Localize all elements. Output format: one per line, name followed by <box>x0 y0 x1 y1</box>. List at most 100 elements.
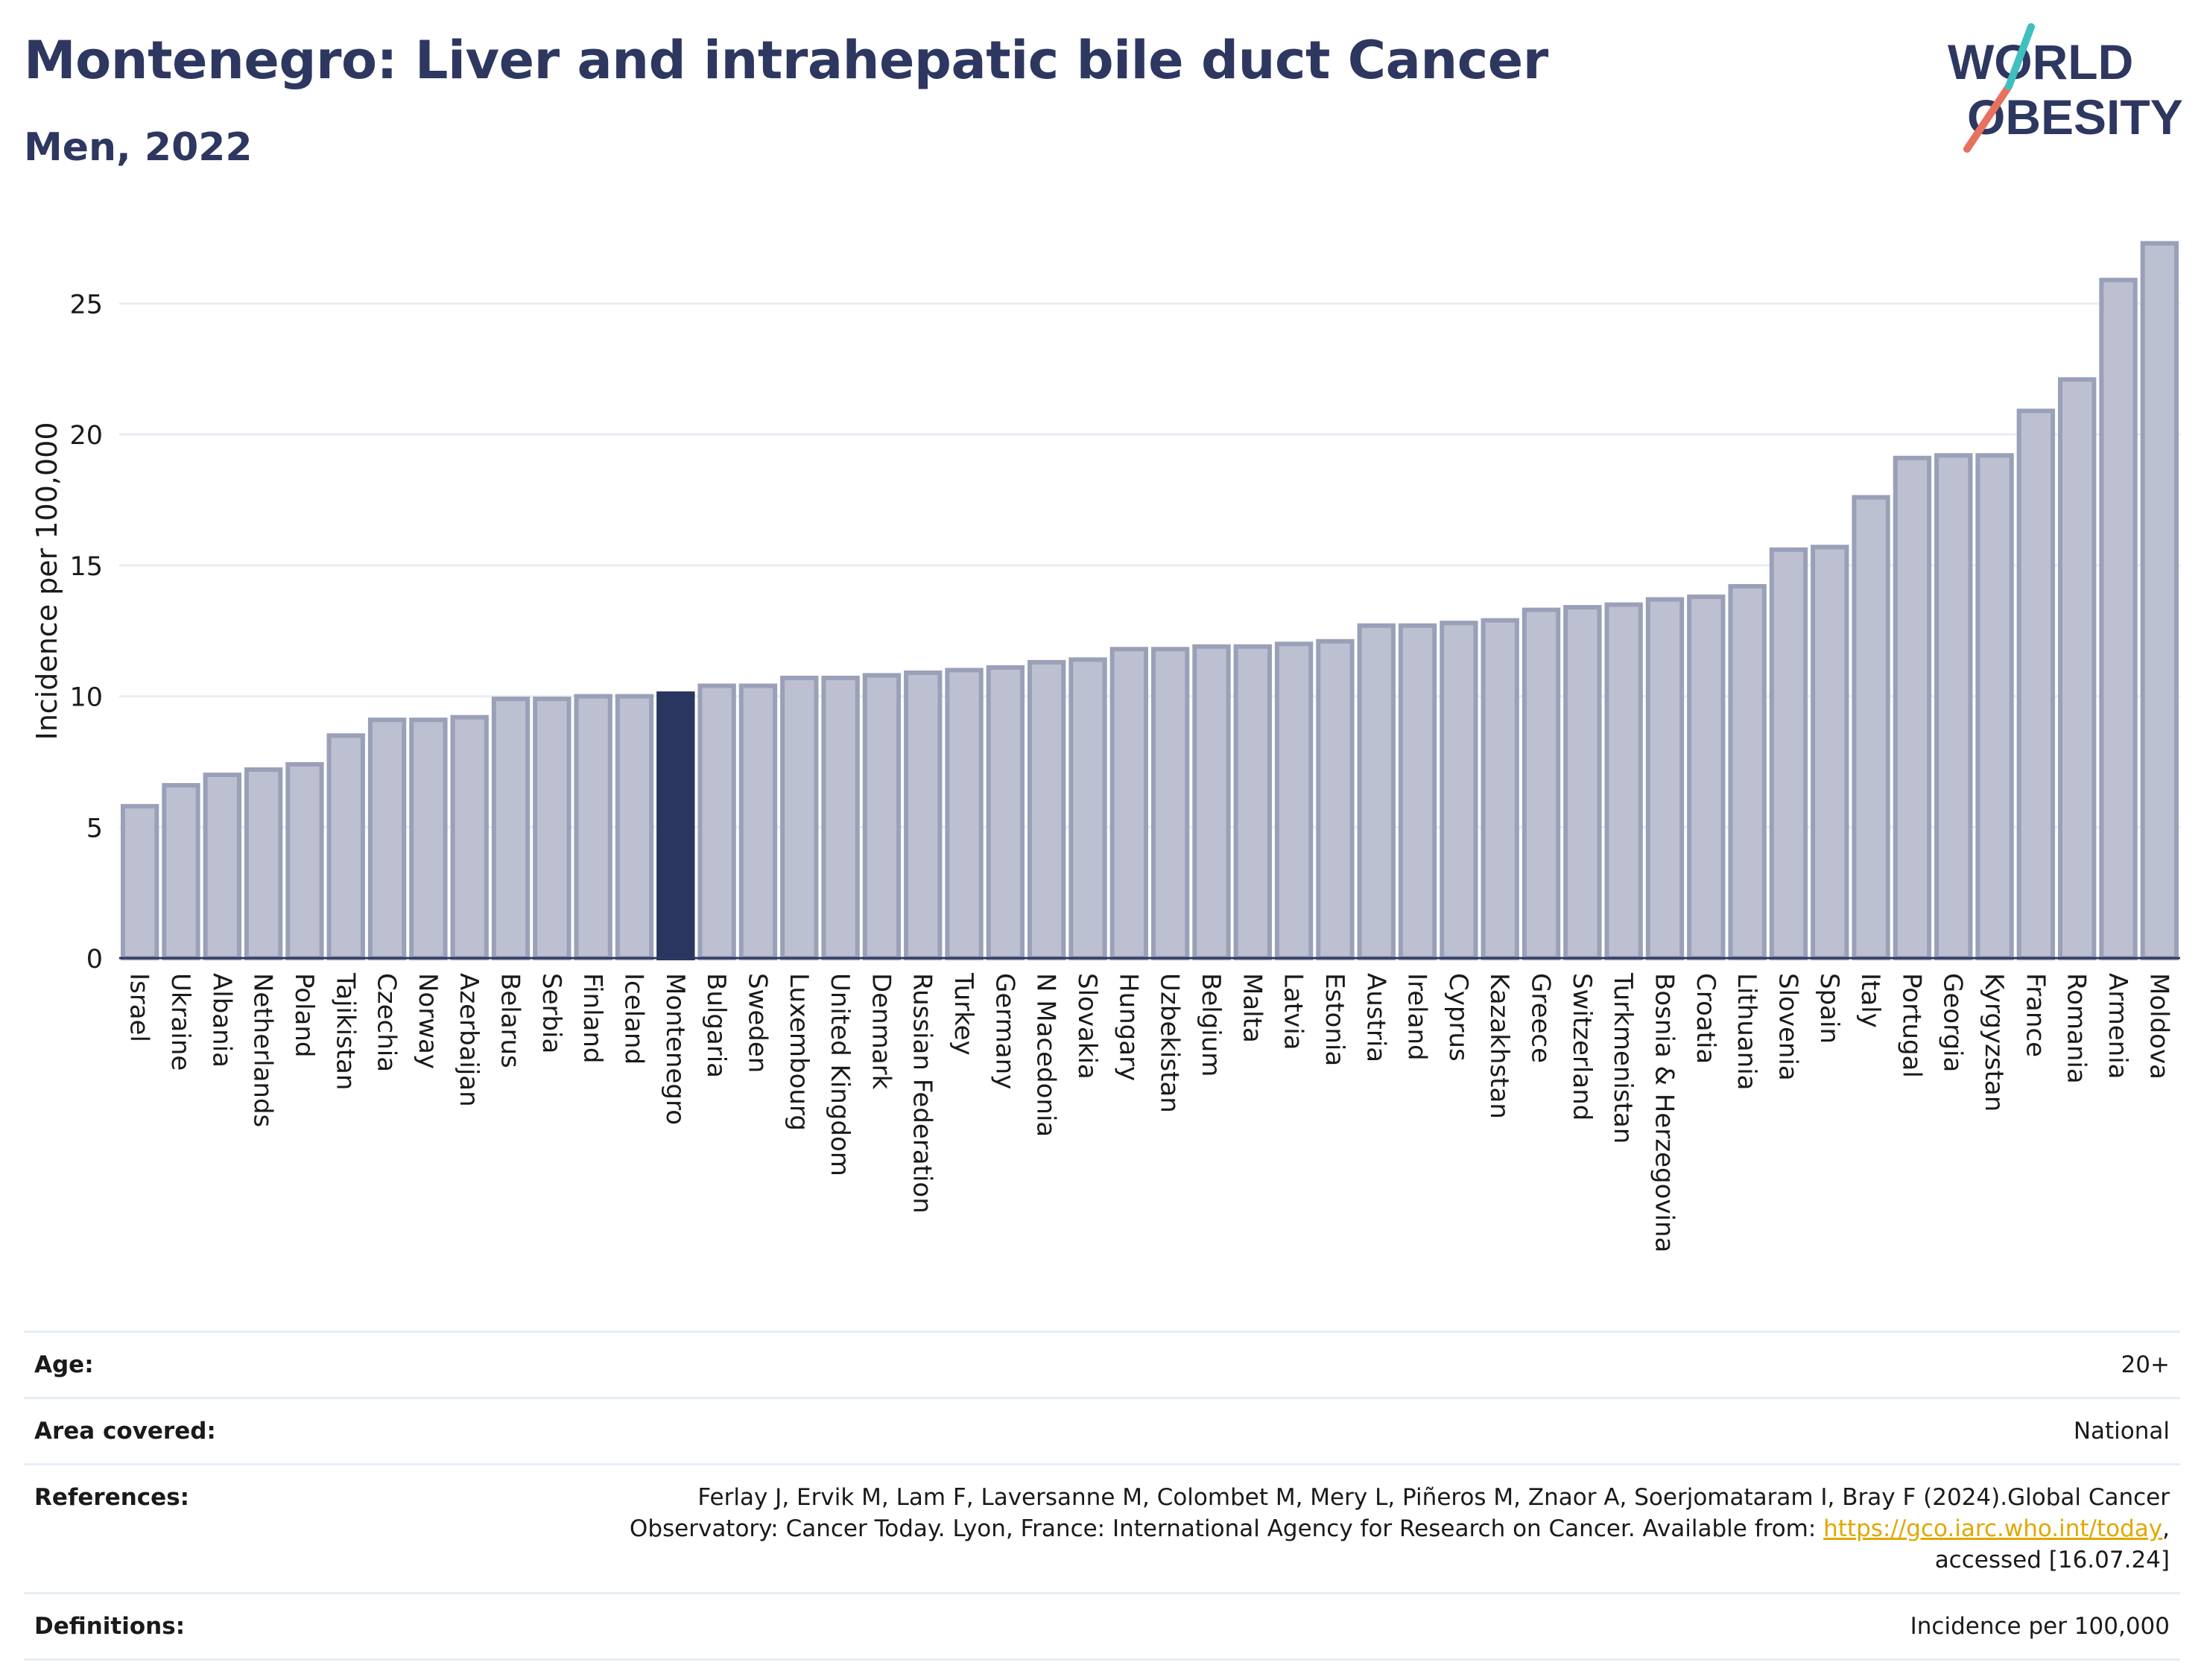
bar-netherlands <box>244 767 283 960</box>
bar-estonia <box>1316 638 1355 960</box>
bar-slovakia <box>1068 657 1107 960</box>
x-tick-label: Armenia <box>2103 973 2132 1080</box>
bar-denmark <box>862 673 902 960</box>
bar-switzerland <box>1563 605 1602 960</box>
x-tick-label: Uzbekistan <box>1155 973 1185 1113</box>
x-tick-label: Luxembourg <box>784 973 814 1131</box>
x-tick-label: Ireland <box>1402 973 1432 1061</box>
meta-row-definitions: Definitions: Incidence per 100,000 <box>24 1592 2180 1661</box>
bar-belgium <box>1192 644 1231 960</box>
x-tick-label: Albania <box>206 973 236 1068</box>
x-tick-label: Switzerland <box>1567 973 1597 1120</box>
x-tick-label: Russian Federation <box>908 973 937 1214</box>
x-tick-label: Hungary <box>1113 973 1143 1081</box>
definitions-label: Definitions: <box>34 1613 186 1640</box>
x-tick-label: Croatia <box>1691 973 1720 1064</box>
x-tick-label: Romania <box>2062 973 2091 1084</box>
x-tick-label: Serbia <box>536 973 566 1053</box>
bar-uzbekistan <box>1150 647 1190 960</box>
x-tick-label: Cyprus <box>1443 973 1473 1062</box>
x-tick-label: Belgium <box>1196 973 1226 1077</box>
x-tick-label: Kyrgyzstan <box>1979 973 2009 1112</box>
x-tick-label: Denmark <box>866 973 896 1090</box>
x-tick-label: Kazakhstan <box>1484 973 1514 1119</box>
x-tick-label: Montenegro <box>660 973 690 1125</box>
bar-austria <box>1357 623 1396 961</box>
y-tick-label: 10 <box>69 683 103 713</box>
bar-finland <box>574 694 612 960</box>
bar-spain <box>1811 545 1849 960</box>
bar-italy <box>1852 495 1890 960</box>
bar-luxembourg <box>780 675 819 960</box>
y-axis-label: Incidence per 100,000 <box>31 422 63 740</box>
x-tick-label: Spain <box>1814 973 1844 1044</box>
bar-bosnia-herzegovina <box>1645 597 1685 960</box>
x-tick-label: N Macedonia <box>1031 973 1061 1137</box>
references-text-4: accessed [16.07.24] <box>1934 1547 2170 1573</box>
bar-hungary <box>1109 647 1149 960</box>
references-label: References: <box>34 1484 190 1511</box>
references-text-1: Ferlay J, Ervik M, Lam F, Laversanne M, … <box>697 1484 2170 1511</box>
bar-sweden <box>738 683 778 960</box>
bar-albania <box>203 773 241 960</box>
world-obesity-logo: WORLD OBESITY <box>1948 23 2183 153</box>
meta-row-references: References: Ferlay J, Ervik M, Lam F, La… <box>24 1463 2180 1592</box>
x-tick-label: Czechia <box>372 973 402 1072</box>
x-tick-label: Ukraine <box>165 973 195 1071</box>
references-text-2: Observatory: Cancer Today. Lyon, France:… <box>629 1515 1824 1542</box>
x-tick-label: Austria <box>1361 973 1390 1062</box>
references-text-3: , <box>2162 1515 2170 1542</box>
bar-georgia <box>1934 453 1973 960</box>
x-tick-label: Slovenia <box>1773 973 1802 1081</box>
bar-cyprus <box>1440 621 1478 961</box>
y-tick-label: 0 <box>86 945 103 974</box>
x-tick-label: Finland <box>577 973 607 1064</box>
bar-russian-federation <box>904 670 943 960</box>
y-tick-label: 20 <box>69 421 103 451</box>
bar-norway <box>409 717 448 960</box>
bar-united-kingdom <box>821 675 860 960</box>
bar-greece <box>1521 607 1561 960</box>
y-tick-label: 15 <box>69 552 103 582</box>
bar-azerbaijan <box>450 714 489 961</box>
bar-moldova <box>2140 241 2179 961</box>
area-label: Area covered: <box>34 1418 216 1445</box>
x-tick-label: Tajikistan <box>330 972 360 1090</box>
metadata-table: Age: 20+ Area covered: National Referenc… <box>24 1331 2180 1661</box>
x-tick-label: Azerbaijan <box>454 973 484 1107</box>
x-tick-label: Netherlands <box>248 973 278 1127</box>
x-tick-label: Italy <box>1855 973 1885 1028</box>
x-tick-label: Moldova <box>2144 973 2173 1080</box>
y-tick-labels: 0 5 10 15 20 25 <box>69 290 103 974</box>
x-tick-label: Poland <box>289 973 319 1058</box>
x-tick-label: Portugal <box>1896 973 1926 1078</box>
chart-subtitle: Men, 2022 <box>24 125 253 170</box>
x-tick-label: Sweden <box>742 973 772 1073</box>
bars <box>120 241 2179 961</box>
bar-slovenia <box>1769 547 1808 960</box>
x-tick-label: Bulgaria <box>701 973 731 1078</box>
references-link[interactable]: https://gco.iarc.who.int/today <box>1823 1515 2163 1542</box>
bar-belarus <box>491 697 531 960</box>
bar-israel <box>120 804 159 960</box>
bar-germany <box>986 665 1025 961</box>
definitions-value: Incidence per 100,000 <box>1910 1613 2170 1640</box>
bar-latvia <box>1274 641 1314 960</box>
bar-france <box>2016 408 2056 960</box>
bar-lithuania <box>1728 583 1767 960</box>
chart-title: Montenegro: Liver and intrahepatic bile … <box>24 30 1548 91</box>
x-tick-labels: Israel Ukraine Albania Netherlands Poland Taj… <box>124 972 2174 1252</box>
meta-row-area: Area covered: National <box>24 1397 2180 1463</box>
age-value: 20+ <box>2121 1351 2170 1378</box>
bar-romania <box>2058 377 2097 961</box>
bar-turkmenistan <box>1604 602 1643 960</box>
bar-ukraine <box>162 783 200 960</box>
x-tick-label: Lithuania <box>1732 973 1761 1090</box>
x-tick-label: United Kingdom <box>825 973 855 1176</box>
bar-czechia <box>367 717 407 960</box>
x-tick-label: Israel <box>124 973 154 1042</box>
svg-text:WORLD: WORLD <box>1948 34 2133 89</box>
area-value: National <box>2073 1418 2170 1445</box>
bar-tajikistan <box>326 733 365 960</box>
y-tick-label: 25 <box>69 290 103 320</box>
